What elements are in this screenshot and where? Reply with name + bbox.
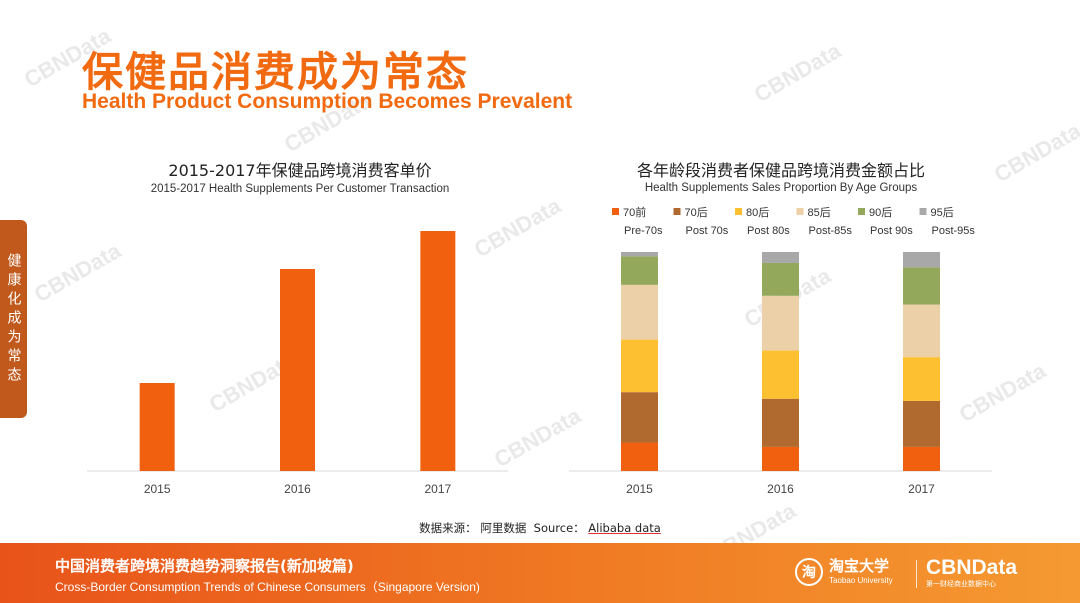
bar-2017 xyxy=(420,231,456,471)
page-title: 保健品消费成为常态 xyxy=(82,48,469,96)
chart2-title: 各年龄段消费者保健品跨境消费金额占比 xyxy=(636,161,925,180)
cbndata-logo: CBNData 第一财经商业数据中心 xyxy=(926,557,1017,588)
source-cn: 阿里数据 xyxy=(480,521,527,535)
report-title: 中国消费者跨境消费趋势洞察报告(新加坡篇) xyxy=(55,557,354,575)
report-title-en: Cross-Border Consumption Trends of Chine… xyxy=(55,580,480,594)
section-tab: 健康化成为常态 xyxy=(0,220,27,418)
source-en-prefix: Source： xyxy=(533,521,585,535)
data-source: 数据来源： 阿里数据 Source： Alibaba data xyxy=(0,520,1080,536)
chart1-subtitle: 2015-2017 Health Supplements Per Custome… xyxy=(150,183,450,195)
taobao-name-en: Taobao University xyxy=(829,576,893,585)
cbndata-sub: 第一财经商业数据中心 xyxy=(926,580,996,588)
taobao-university-logo: 淘 淘宝大学 Taobao University xyxy=(795,558,893,586)
x-tick-label: 2015 xyxy=(144,482,171,496)
cbndata-name: CBNData xyxy=(926,556,1018,579)
x-tick-label: 2016 xyxy=(284,482,311,496)
bar-2015 xyxy=(139,383,175,471)
chart1-title: 2015-2017年保健品跨境消费客单价 xyxy=(168,161,432,180)
x-tick-label: 2017 xyxy=(424,482,451,496)
logo-divider xyxy=(916,560,917,588)
bar-2016 xyxy=(280,269,315,471)
source-en: Alibaba data xyxy=(588,521,661,535)
source-label: 数据来源： xyxy=(419,521,477,535)
page-subtitle: Health Product Consumption Becomes Preva… xyxy=(82,90,573,113)
section-tab-label: 健康化成为常态 xyxy=(5,252,22,386)
taobao-logo-icon: 淘 xyxy=(795,558,823,586)
chart2-subtitle: Health Supplements Sales Proportion By A… xyxy=(644,182,918,194)
footer-banner: 中国消费者跨境消费趋势洞察报告(新加坡篇) Cross-Border Consu… xyxy=(0,543,1080,603)
taobao-name: 淘宝大学 xyxy=(829,557,890,575)
